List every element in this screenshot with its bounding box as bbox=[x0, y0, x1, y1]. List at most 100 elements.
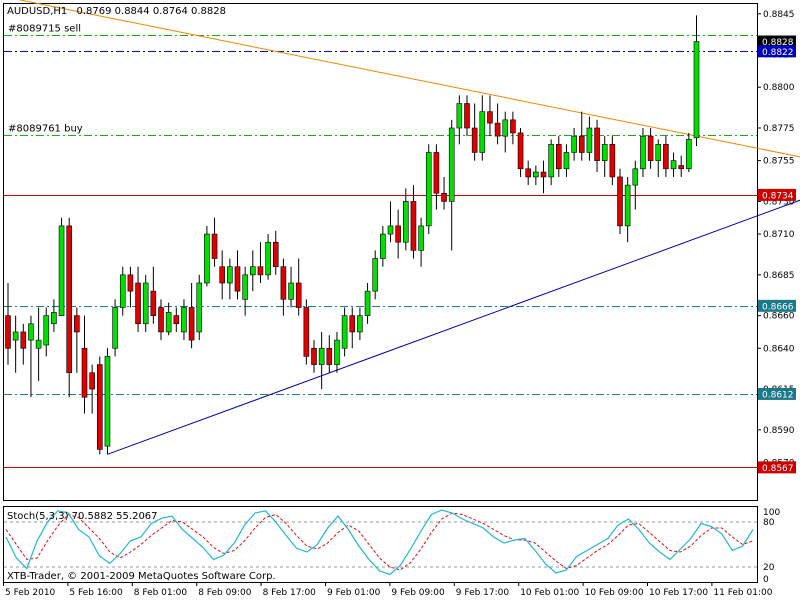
candle-body-bull bbox=[693, 41, 700, 139]
candle bbox=[693, 15, 700, 146]
candle-body-bull bbox=[12, 331, 19, 341]
candle-body-bear bbox=[89, 372, 95, 390]
candle-body-bear bbox=[219, 266, 225, 284]
candle-body-bull bbox=[586, 127, 593, 153]
stoch-k-line bbox=[5, 509, 754, 576]
candle bbox=[242, 266, 248, 316]
candle-body-bull bbox=[119, 274, 126, 308]
price-label-text: 0.8567 bbox=[762, 464, 794, 474]
x-tick-label: 5 Feb 16:00 bbox=[69, 588, 123, 598]
candle-body-bull bbox=[318, 347, 325, 365]
candle bbox=[441, 176, 447, 210]
candle-body-bear bbox=[540, 171, 547, 178]
header-ohlc: 0.8769 0.8844 0.8764 0.8828 bbox=[76, 6, 226, 17]
candle-body-bull bbox=[418, 225, 424, 251]
x-tick-label: 10 Feb 09:00 bbox=[585, 588, 644, 598]
trendline-resistance bbox=[18, 0, 800, 158]
copyright-text: XTB-Trader, © 2001-2009 MetaQuotes Softw… bbox=[7, 571, 276, 582]
candle bbox=[12, 315, 19, 373]
candle-body-bull bbox=[165, 312, 172, 333]
y-tick-label: 0.8640 bbox=[763, 344, 795, 354]
candle-body-bull bbox=[425, 152, 432, 227]
candle bbox=[173, 307, 180, 332]
candle-body-bear bbox=[188, 307, 195, 341]
candle bbox=[525, 160, 532, 186]
candle-body-bear bbox=[280, 266, 287, 300]
candle-body-bear bbox=[525, 168, 532, 178]
candle-body-bull bbox=[227, 266, 233, 284]
x-tick-label: 11 Feb 01:00 bbox=[713, 588, 772, 598]
price-label-text: 0.8666 bbox=[762, 302, 794, 312]
candle bbox=[624, 176, 631, 243]
candle-body-bear bbox=[97, 364, 103, 450]
candle bbox=[227, 258, 233, 300]
candle-body-bear bbox=[326, 347, 333, 365]
candle-body-bear bbox=[433, 152, 440, 194]
candle bbox=[318, 331, 325, 390]
candle bbox=[479, 95, 486, 161]
candle-body-bear bbox=[158, 307, 164, 333]
candle bbox=[594, 119, 600, 173]
candle-body-bear bbox=[510, 119, 516, 134]
candle bbox=[257, 242, 264, 283]
candle bbox=[51, 299, 57, 332]
candle bbox=[517, 128, 524, 177]
trendline-support bbox=[107, 199, 800, 455]
candle bbox=[425, 144, 432, 235]
header-symbol: AUDUSD,H1 bbox=[7, 6, 67, 17]
x-tick-label: 8 Feb 09:00 bbox=[198, 588, 252, 598]
candle bbox=[341, 307, 348, 357]
candle bbox=[640, 128, 646, 177]
x-tick-label: 10 Feb 01:00 bbox=[520, 588, 579, 598]
candle bbox=[372, 250, 379, 300]
candle bbox=[471, 103, 478, 161]
candle bbox=[43, 307, 50, 357]
candle-body-bear bbox=[609, 144, 616, 178]
candle-body-bull bbox=[142, 282, 149, 325]
candle bbox=[686, 132, 692, 173]
candle bbox=[288, 266, 294, 308]
price-label-box bbox=[758, 35, 796, 48]
y-tick-label: 0.8755 bbox=[763, 157, 795, 167]
candle bbox=[234, 250, 241, 300]
price-label-box bbox=[758, 188, 796, 201]
price-label-text: 0.8612 bbox=[762, 390, 794, 400]
candle-body-bear bbox=[257, 266, 264, 276]
candle bbox=[663, 136, 669, 177]
stoch-d-line bbox=[5, 512, 754, 571]
candle-body-bear bbox=[272, 241, 279, 267]
candle-body-bear bbox=[66, 225, 72, 374]
candle bbox=[104, 348, 111, 455]
candle-body-bear bbox=[135, 282, 141, 325]
candle bbox=[617, 168, 623, 235]
candle-body-bull bbox=[624, 184, 631, 227]
candle-body-bear bbox=[173, 315, 180, 325]
candle bbox=[35, 307, 42, 381]
candle bbox=[112, 299, 118, 357]
candle-body-bull bbox=[181, 307, 187, 333]
candle-body-bull bbox=[265, 241, 271, 276]
candle-body-bull bbox=[571, 135, 577, 153]
candle bbox=[295, 258, 302, 316]
candle-body-bull bbox=[357, 315, 363, 333]
y-tick-label: 0.8660 bbox=[763, 312, 795, 322]
candle bbox=[250, 250, 256, 292]
candle bbox=[272, 230, 279, 275]
candle-body-bear bbox=[494, 122, 501, 137]
x-tick-label: 10 Feb 17:00 bbox=[649, 588, 708, 598]
candle-body-bull bbox=[364, 290, 371, 316]
stoch-plot-frame bbox=[3, 506, 758, 583]
candle bbox=[533, 165, 539, 186]
candle-body-bear bbox=[81, 347, 88, 398]
candle-body-bear bbox=[617, 176, 623, 227]
y-tick-label: 0.8800 bbox=[763, 83, 795, 93]
candle-body-bull bbox=[387, 225, 394, 235]
trendlines bbox=[18, 0, 800, 455]
candle bbox=[74, 307, 80, 373]
candle-body-bear bbox=[127, 274, 134, 292]
candle bbox=[58, 217, 65, 316]
price-label-box bbox=[758, 387, 796, 400]
candle bbox=[464, 95, 470, 137]
y-tick-label: 0.8775 bbox=[763, 124, 795, 134]
candle bbox=[670, 152, 677, 177]
